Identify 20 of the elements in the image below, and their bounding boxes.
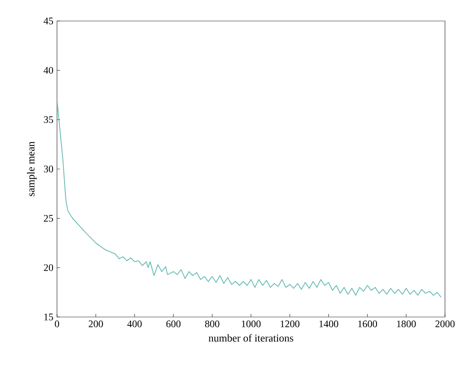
y-tick-label: 35 — [44, 116, 54, 124]
y-tick-label: 15 — [44, 314, 54, 320]
y-tick-label: 30 — [44, 166, 54, 172]
y-tick-label: 20 — [44, 264, 54, 272]
x-axis-title: number of iterations — [208, 334, 294, 342]
x-tick-label: 800 — [205, 320, 220, 328]
x-tick-label: 600 — [166, 320, 181, 328]
x-tick-label: 2000 — [435, 320, 455, 328]
x-tick-label: 400 — [127, 320, 142, 328]
x-tick-label: 1600 — [358, 320, 378, 328]
x-tick-label: 1000 — [242, 320, 261, 328]
x-tick-label: 1800 — [397, 320, 416, 328]
x-tick-label: 1400 — [319, 320, 338, 328]
x-tick-label: 1200 — [280, 320, 300, 328]
y-tick-label: 25 — [44, 214, 54, 222]
x-tick-label: 0 — [54, 320, 60, 328]
y-axis-title: sample mean — [27, 142, 37, 196]
x-tick-label: 200 — [88, 320, 103, 328]
y-tick-label: 45 — [44, 18, 54, 24]
y-tick-label: 40 — [44, 66, 54, 74]
